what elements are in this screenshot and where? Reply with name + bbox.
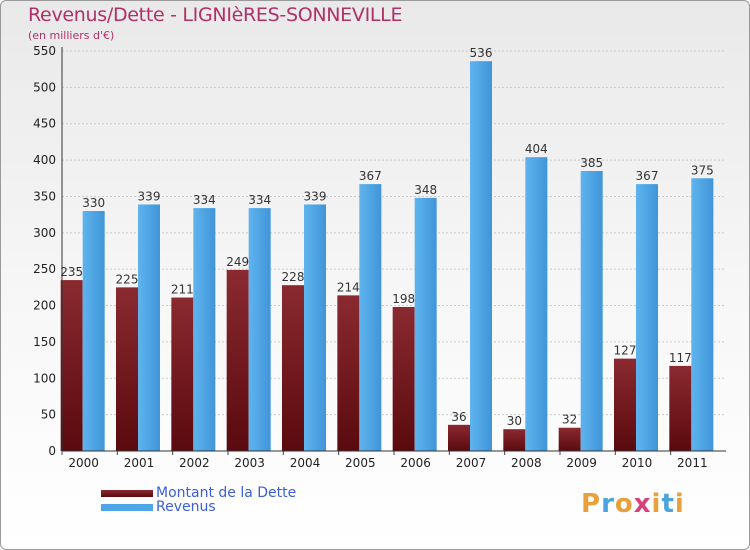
x-tick-label: 2000 xyxy=(68,456,99,470)
data-label-dette: 32 xyxy=(562,413,577,427)
y-tick-label: 50 xyxy=(41,408,56,422)
bar-revenus xyxy=(691,178,714,452)
legend-label-revenus: Revenus xyxy=(156,499,216,515)
bar-dette xyxy=(282,285,304,451)
data-label-dette: 211 xyxy=(171,283,194,297)
bars xyxy=(60,61,714,452)
x-tick-label: 2011 xyxy=(677,456,708,470)
data-label-dette: 225 xyxy=(116,272,139,286)
logo-letter: t xyxy=(661,489,675,519)
bar-revenus xyxy=(193,208,216,451)
logo-letter: P xyxy=(581,489,602,519)
y-tick-label: 500 xyxy=(33,80,56,94)
x-tick-label: 2005 xyxy=(345,456,376,470)
logo-letter: x xyxy=(633,489,652,519)
data-label-revenus: 339 xyxy=(138,189,161,203)
bar-revenus xyxy=(414,197,437,451)
data-label-dette: 214 xyxy=(337,280,360,294)
bar-revenus xyxy=(636,184,658,451)
bar-revenus xyxy=(82,211,105,451)
x-tick-label: 2001 xyxy=(124,456,155,470)
data-label-dette: 235 xyxy=(60,265,83,279)
bar-dette xyxy=(614,358,636,451)
y-tick-label: 0 xyxy=(48,444,56,458)
legend-swatch-dette xyxy=(101,490,153,497)
data-label-dette: 117 xyxy=(669,351,692,365)
x-tick-label: 2010 xyxy=(622,456,653,470)
bar-revenus xyxy=(470,61,492,451)
x-tick-label: 2002 xyxy=(179,456,210,470)
y-tick-label: 300 xyxy=(33,226,56,240)
data-label-dette: 249 xyxy=(226,255,249,269)
data-label-revenus: 334 xyxy=(193,193,216,207)
bar-revenus xyxy=(304,204,326,451)
x-tick-label: 2007 xyxy=(456,456,487,470)
data-label-dette: 127 xyxy=(614,344,637,358)
y-tick-label: 550 xyxy=(33,44,56,58)
logo-letter: i xyxy=(651,489,662,519)
bar-revenus xyxy=(359,184,382,451)
bar-dette xyxy=(226,269,249,451)
bar-dette xyxy=(60,280,83,451)
bar-revenus xyxy=(525,157,548,451)
data-label-revenus: 367 xyxy=(636,169,659,183)
x-axis-ticks: 2000 2001 2002 2003 2004 2005 2006 2007 2008 2009… xyxy=(61,451,708,470)
data-labels: 235 330 225 339 211 334 249 334 228 339 214 367 198 3… xyxy=(60,46,714,428)
y-tick-label: 250 xyxy=(33,262,56,276)
data-label-revenus: 404 xyxy=(525,142,548,156)
data-label-revenus: 330 xyxy=(82,196,105,210)
bar-dette xyxy=(503,429,526,451)
y-tick-label: 150 xyxy=(33,335,56,349)
legend-label-dette: Montant de la Dette xyxy=(156,485,297,501)
bar-dette xyxy=(337,295,360,451)
bar-dette xyxy=(558,427,581,451)
bar-dette xyxy=(392,307,415,451)
data-label-dette: 36 xyxy=(451,410,466,424)
y-axis-ticks: 0 50 100 150 200 250 300 350 400 450 500 550 xyxy=(33,44,56,458)
bar-dette xyxy=(116,287,138,451)
y-tick-label: 100 xyxy=(33,371,56,385)
x-tick-label: 2004 xyxy=(290,456,321,470)
bar-dette xyxy=(171,297,194,451)
bar-revenus xyxy=(580,171,603,451)
logo-letter: r xyxy=(601,489,615,519)
y-tick-label: 350 xyxy=(33,189,56,203)
x-tick-label: 2006 xyxy=(400,456,431,470)
proxiti-logo: Proxiti xyxy=(581,489,685,519)
bar-dette xyxy=(448,424,470,451)
chart-subtitle: (en milliers d'€) xyxy=(28,29,115,42)
y-tick-label: 200 xyxy=(33,299,56,313)
axes xyxy=(61,47,726,452)
data-label-dette: 228 xyxy=(282,270,305,284)
data-label-revenus: 334 xyxy=(248,193,271,207)
data-label-revenus: 339 xyxy=(304,189,327,203)
bar-revenus xyxy=(248,208,271,451)
bar-revenus xyxy=(138,204,160,451)
x-tick-label: 2003 xyxy=(234,456,265,470)
logo-letter: i xyxy=(674,489,685,519)
data-label-dette: 198 xyxy=(392,292,415,306)
x-tick-label: 2008 xyxy=(511,456,542,470)
data-label-revenus: 367 xyxy=(359,169,382,183)
y-tick-label: 450 xyxy=(33,117,56,131)
y-tick-label: 400 xyxy=(33,153,56,167)
data-label-revenus: 348 xyxy=(414,183,437,197)
logo-letter: o xyxy=(614,489,634,519)
chart-title: Revenus/Dette - LIGNIèRES-SONNEVILLE xyxy=(28,4,403,26)
bar-dette xyxy=(669,365,692,451)
data-label-revenus: 536 xyxy=(470,46,493,60)
data-label-dette: 30 xyxy=(507,414,522,428)
x-tick-label: 2009 xyxy=(566,456,597,470)
data-label-revenus: 385 xyxy=(580,156,603,170)
data-label-revenus: 375 xyxy=(691,163,714,177)
legend-swatch-revenus xyxy=(101,504,153,511)
